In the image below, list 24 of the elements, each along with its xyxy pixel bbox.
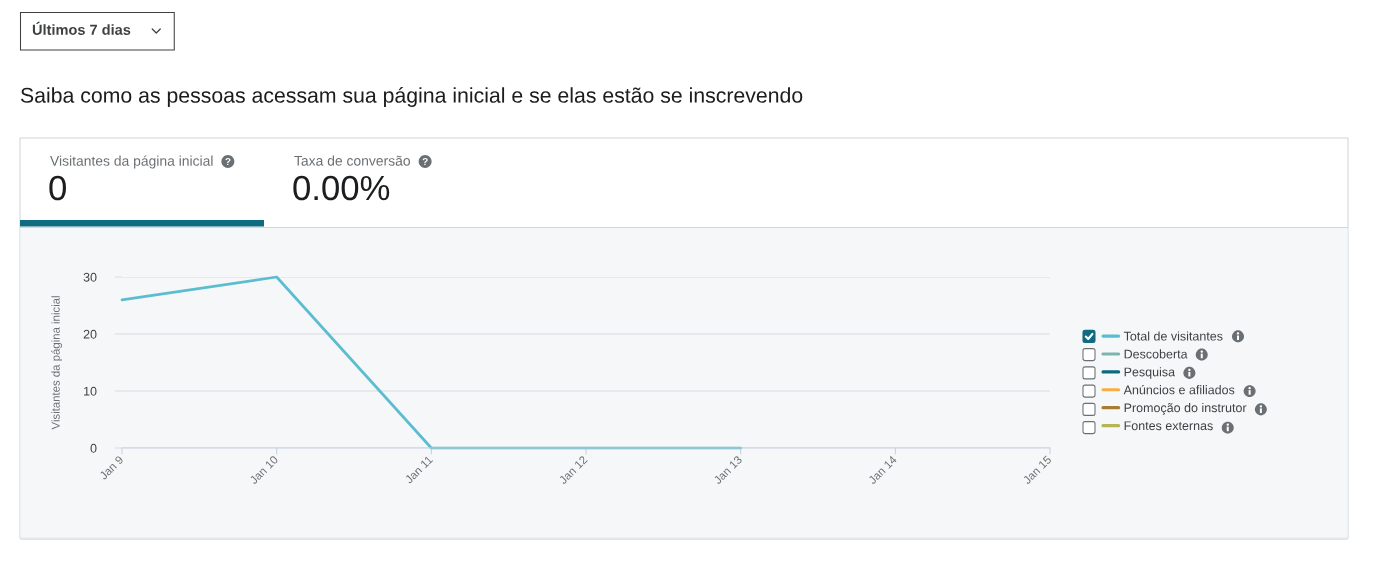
legend-label: Promoção do instrutor	[1124, 403, 1247, 415]
y-tick-label: 10	[84, 386, 97, 396]
legend-label: Anúncios e afiliados	[1123, 384, 1235, 395]
y-tick-label: 30	[83, 272, 97, 282]
x-tick-label: Jan 13	[713, 455, 743, 485]
chart-title: Saiba como as pessoas acessam sua página inicial e se elas estão se inscrevendo	[20, 86, 803, 108]
text: 0.00%	[293, 175, 390, 201]
x-tick-label: Jan 12	[558, 455, 588, 485]
legend-label: Fontes externas	[1124, 421, 1213, 431]
x-tick-label: Jan 10	[249, 455, 279, 485]
text: Visitantes da página inicial	[50, 155, 213, 169]
legend-label: Pesquisa	[1124, 367, 1176, 379]
legend-label: Total de visitantes	[1123, 331, 1223, 341]
y-tick-label: 0	[90, 443, 97, 453]
legend-label: Descoberta	[1124, 349, 1188, 359]
x-tick-label: Jan 14	[867, 455, 898, 485]
x-tick-label: Jan 9	[98, 455, 124, 481]
x-tick-label: Jan 15	[1022, 455, 1052, 485]
x-tick-label: Jan 11	[404, 455, 434, 485]
y-axis-title: Visitantes da página inicial	[51, 296, 62, 430]
y-tick-label: 20	[83, 329, 97, 339]
text: 0	[49, 175, 66, 201]
text: Últimos 7 dias	[32, 21, 131, 35]
text: Taxa de conversão	[294, 155, 410, 166]
